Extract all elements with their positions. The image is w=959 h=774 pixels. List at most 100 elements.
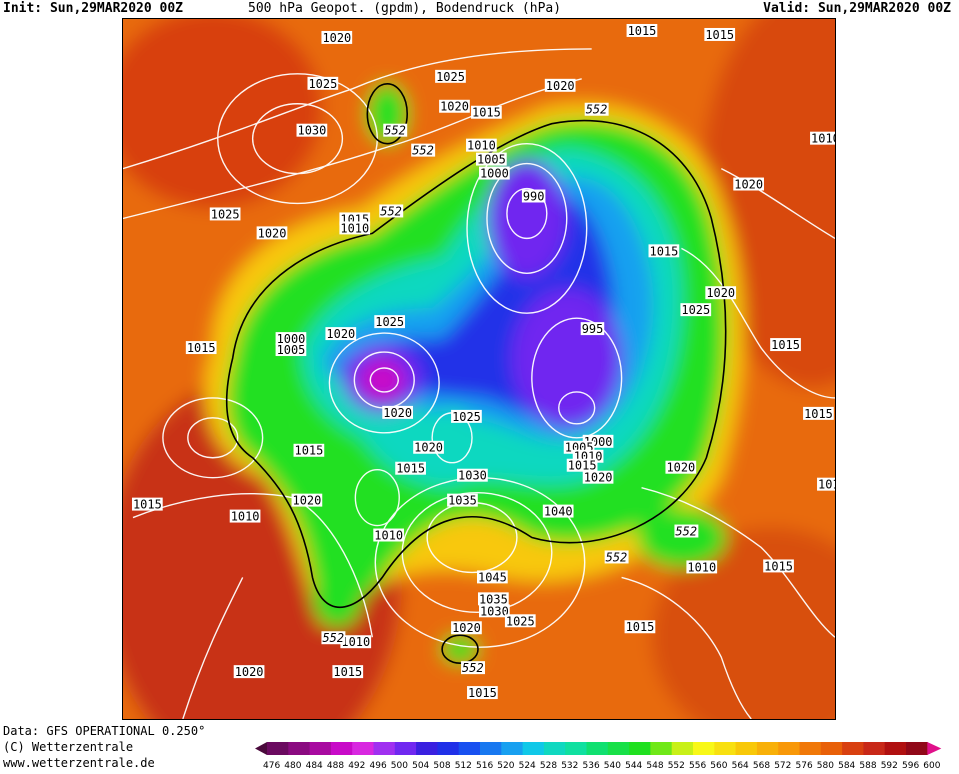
- isobar-value: 1020: [293, 494, 322, 508]
- height-label: 552: [604, 550, 629, 564]
- isobar-value: 1020: [383, 406, 412, 420]
- legend-tick-label: 580: [817, 761, 834, 770]
- isobar-label: 1020: [291, 494, 323, 508]
- legend-tick-label: 544: [625, 761, 642, 770]
- isobar-value: 1020: [452, 621, 481, 635]
- legend-swatch: [735, 742, 758, 755]
- legend-swatch: [373, 742, 396, 755]
- isobar-label: 1030: [457, 469, 488, 483]
- legend-tick-label: 552: [668, 761, 685, 770]
- isobar-label: 1010: [229, 510, 261, 524]
- isobar-value: 1020: [235, 665, 264, 679]
- isobar-label: 1025: [435, 70, 466, 84]
- isobar-label: 990: [521, 189, 546, 203]
- legend-tick-label: 476: [263, 761, 280, 770]
- isobar-label: 1015: [704, 28, 736, 42]
- height-value: 552: [412, 144, 434, 158]
- isobar-label: 1015: [648, 244, 680, 258]
- height-label: 552: [674, 525, 699, 539]
- isobar-label: 1035: [447, 494, 478, 508]
- legend-swatch: [352, 742, 374, 755]
- isobar-label: 1020: [544, 79, 576, 93]
- isobar-value: 1030: [458, 469, 487, 483]
- isobar-label: 1015: [467, 686, 498, 700]
- legend-swatch: [586, 742, 609, 755]
- isobar-label: 1015: [763, 559, 794, 573]
- isobar-label: 1005: [476, 153, 507, 167]
- isobar-label: 1015: [471, 106, 502, 120]
- weather-map: 1020101510151025102510201020101510301010…: [122, 18, 836, 720]
- isobar-label: 1025: [374, 315, 406, 329]
- isobar-label: 1020: [733, 178, 764, 192]
- isobar-value: 1015: [628, 24, 657, 38]
- legend-tick-label: 520: [497, 761, 514, 770]
- isobar-value: 1020: [584, 471, 613, 485]
- legend-swatch: [480, 742, 502, 755]
- legend-tick-label: 572: [774, 761, 791, 770]
- legend-swatch: [906, 742, 928, 755]
- height-value: 552: [586, 103, 608, 117]
- legend-tick-label: 568: [753, 761, 770, 770]
- isobar-value: 1015: [804, 407, 833, 421]
- legend-swatch: [714, 742, 737, 755]
- height-value: 552: [380, 204, 402, 218]
- legend-tick-label: 556: [689, 761, 706, 770]
- legend-tick-label: 592: [881, 761, 898, 770]
- legend-swatch: [756, 742, 779, 755]
- isobar-label: 1020: [325, 327, 357, 341]
- isobar-value: 1015: [396, 462, 425, 476]
- init-time: Init: Sun,29MAR2020 00Z: [3, 1, 184, 16]
- isobar-value: 1015: [187, 341, 216, 355]
- map-canvas: 1020101510151025102510201020101510301010…: [123, 19, 835, 719]
- isobar-value: 1015: [650, 244, 679, 258]
- isobar-value: 1000: [480, 167, 509, 181]
- isobar-label: 995: [580, 322, 605, 336]
- isobar-label: 1025: [451, 410, 482, 424]
- legend-swatch: [565, 742, 587, 755]
- legend-swatch: [820, 742, 843, 755]
- legend-tick-label: 588: [859, 761, 876, 770]
- legend-bar: 476 480 484 488 492 496 500 504 508 512 516 520 524 5…: [255, 742, 942, 771]
- isobar-label: 1025: [504, 614, 536, 628]
- height-contours: [225, 83, 727, 664]
- isobar-value: 1020: [326, 327, 355, 341]
- isobar-value: 1005: [477, 153, 506, 167]
- legend-tick-label: 564: [732, 761, 749, 770]
- isobar-value: 1010: [687, 560, 716, 574]
- valid-time: Valid: Sun,29MAR2020 00Z: [763, 1, 951, 16]
- isobar-value: 1035: [448, 494, 477, 508]
- legend-tick-label: 484: [306, 761, 323, 770]
- isobar-label: 1010: [810, 132, 835, 146]
- legend-swatch: [607, 742, 630, 755]
- isobar-value: 1015: [133, 498, 162, 512]
- legend-tick-label: 488: [327, 761, 344, 770]
- isobar-value: 1035: [479, 592, 508, 606]
- isobar-value: 1025: [375, 315, 404, 329]
- legend-swatch: [522, 742, 545, 755]
- data-source: Data: GFS OPERATIONAL 0.250°: [3, 724, 206, 738]
- isobar-value: 1015: [568, 459, 597, 473]
- isobar-label: 1010: [466, 139, 497, 153]
- height-label: 552: [383, 124, 408, 138]
- isobar-label: 1010: [340, 635, 372, 649]
- legend-swatch: [458, 742, 481, 755]
- legend-tick-label: 576: [796, 761, 813, 770]
- isobar-value: 1020: [258, 226, 287, 240]
- isobar-label: 1015: [395, 462, 426, 476]
- height-value: 552: [322, 631, 344, 645]
- isobar-label: 1015: [770, 338, 801, 352]
- height-label: 552: [411, 144, 436, 158]
- isobar-lines: [123, 48, 835, 719]
- isobar-value: 1040: [544, 505, 573, 519]
- legend-swatch: [416, 742, 438, 755]
- height-label: 552: [321, 631, 346, 645]
- legend-tick-label: 548: [646, 761, 663, 770]
- legend-tick-label: 480: [284, 761, 301, 770]
- isobar-label: 1010: [686, 560, 718, 574]
- isobar-value: 1045: [478, 570, 507, 584]
- legend-swatch: [330, 742, 353, 755]
- height-value: 552: [384, 124, 406, 138]
- isobar-label: 1000: [479, 167, 510, 181]
- isobar-value: 1025: [506, 614, 535, 628]
- legend-tick-label: 528: [540, 761, 557, 770]
